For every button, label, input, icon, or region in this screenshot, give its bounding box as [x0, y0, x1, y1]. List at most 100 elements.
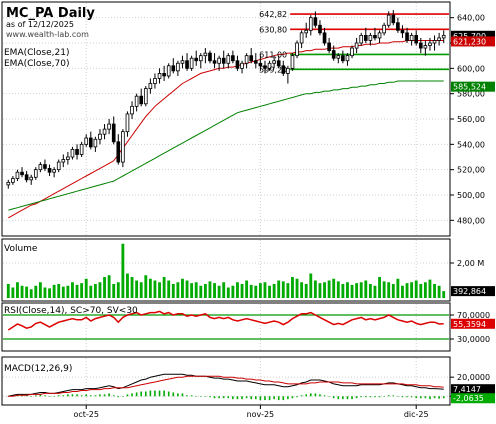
- macd-histogram-bar: [186, 395, 188, 397]
- price-tick-label: 520,00: [457, 166, 485, 175]
- candle-down: [208, 52, 212, 62]
- macd-histogram-bar: [135, 392, 138, 397]
- macd-histogram-bar: [369, 396, 372, 398]
- macd-histogram-bar: [383, 396, 385, 397]
- chart-website: www.wealth-lab.com: [6, 30, 89, 39]
- volume-bars: [6, 243, 446, 298]
- candle-down: [221, 57, 226, 64]
- ema-lines: [8, 40, 444, 219]
- candle-down: [322, 32, 327, 44]
- candle-down: [249, 55, 254, 62]
- volume-bar: [139, 282, 143, 298]
- volume-bar: [71, 282, 74, 298]
- candle-up: [176, 62, 180, 72]
- macd-histogram-bar: [213, 396, 216, 399]
- macd-histogram-bar: [108, 393, 110, 397]
- last-value-label: 621,230: [453, 37, 486, 46]
- macd-histogram-bar: [287, 396, 289, 400]
- date-tick-label: dic-25: [404, 410, 429, 419]
- macd-histogram-bar: [245, 396, 248, 399]
- candle-up: [308, 17, 313, 31]
- macd-title: MACD(12,26,9): [4, 364, 72, 374]
- volume-bar: [387, 282, 391, 298]
- macd-histogram-bar: [429, 396, 431, 400]
- volume-bar: [346, 282, 349, 298]
- volume-bar: [423, 282, 427, 298]
- volume-bar: [116, 282, 120, 298]
- macd-histogram-bar: [163, 390, 165, 397]
- macd-histogram-bar: [112, 395, 115, 397]
- candle-up: [153, 78, 157, 84]
- candle-up: [203, 52, 208, 57]
- volume-bar: [304, 284, 308, 298]
- macd-histogram-bar: [195, 396, 198, 397]
- macd-histogram-bar: [250, 396, 253, 400]
- macd-histogram-bar: [71, 394, 74, 397]
- macd-histogram-bar: [236, 396, 239, 400]
- macd-histogram-bar: [227, 396, 230, 399]
- candle-down: [24, 174, 29, 181]
- volume-axis: 2,00 M 392,864: [450, 259, 495, 297]
- macd-histogram-bar: [300, 395, 303, 397]
- macd-histogram-bar: [172, 392, 175, 397]
- volume-bar: [300, 282, 304, 298]
- candle-up: [244, 55, 249, 64]
- volume-bar: [368, 284, 372, 298]
- volume-bar: [405, 283, 409, 298]
- candle-up: [226, 55, 231, 64]
- candle-up: [217, 57, 221, 64]
- candle-down: [313, 17, 318, 26]
- candle-up: [102, 128, 107, 135]
- candle-up: [157, 73, 162, 79]
- volume-bar: [121, 243, 125, 298]
- volume-bar: [89, 285, 93, 298]
- volume-bar: [107, 275, 111, 298]
- candle-up: [134, 95, 139, 107]
- candle-up: [143, 88, 148, 105]
- macd-histogram-bar: [305, 394, 308, 397]
- volume-bar: [286, 283, 290, 298]
- macd-histogram-bar: [177, 393, 179, 397]
- volume-bar: [153, 280, 157, 298]
- volume-bar: [373, 285, 377, 298]
- macd-histogram-bar: [218, 396, 220, 399]
- macd-histogram-bar: [140, 391, 143, 397]
- volume-bar: [16, 282, 19, 298]
- macd-histogram-bar: [117, 396, 120, 398]
- macd-histogram-bar: [332, 396, 335, 399]
- volume-bar: [112, 284, 116, 298]
- volume-bar: [75, 284, 79, 298]
- volume-bar: [437, 285, 441, 298]
- macd-histogram-bar: [30, 396, 33, 397]
- volume-bar: [61, 286, 65, 298]
- macd-histogram-bar: [277, 396, 280, 401]
- candle-down: [414, 35, 419, 44]
- candle-up: [304, 29, 309, 34]
- legend-ema70: EMA(Close,70): [4, 59, 69, 69]
- candle-up: [295, 42, 299, 57]
- candle-down: [341, 55, 345, 62]
- macd-histogram-bar: [39, 394, 42, 397]
- candle-up: [166, 65, 171, 77]
- candle-up: [130, 105, 134, 115]
- candle-up: [56, 161, 61, 171]
- candle-up: [66, 156, 70, 160]
- macd-histogram-bar: [309, 393, 312, 397]
- last-value-label: 585,524: [453, 83, 486, 92]
- macd-histogram-bar: [401, 396, 404, 398]
- volume-bar: [93, 284, 97, 298]
- rsi-series-line: [7, 310, 444, 331]
- volume-bar: [38, 282, 42, 298]
- macd-histogram-bar: [232, 396, 234, 400]
- volume-bar: [190, 283, 194, 298]
- volume-bar: [295, 278, 299, 298]
- macd-histogram-bar: [328, 396, 330, 397]
- candle-down: [231, 55, 235, 62]
- candle-down: [331, 50, 336, 59]
- volume-bar: [313, 280, 317, 298]
- macd-histogram-bar: [167, 391, 170, 397]
